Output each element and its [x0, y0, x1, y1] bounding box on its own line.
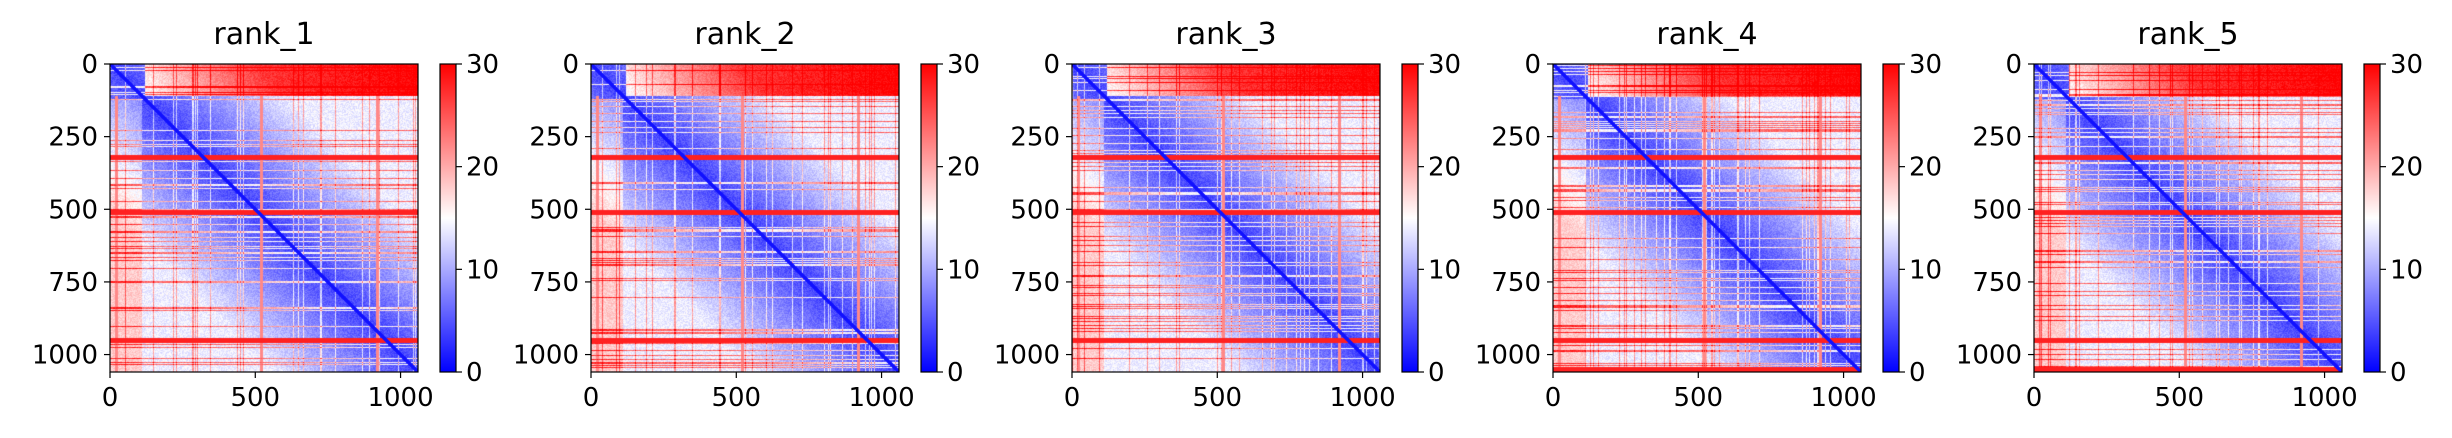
x-tick-label: 500 — [1673, 383, 1723, 413]
subplot-title: rank_2 — [694, 17, 795, 52]
plot-frame — [1071, 63, 1381, 373]
y-tick-label: 1000 — [513, 341, 579, 371]
colorbar-tick-label: 20 — [1428, 153, 1461, 183]
heatmap-image — [591, 64, 899, 372]
heatmap-image — [1553, 64, 1861, 372]
colorbar-tick-label: 10 — [466, 255, 499, 285]
colorbar — [439, 63, 457, 373]
colorbar-tick-label: 0 — [1428, 358, 1445, 388]
colorbar-tick-label: 20 — [1909, 153, 1942, 183]
colorbar — [1882, 63, 1900, 373]
y-tick-label: 750 — [48, 268, 98, 298]
colorbar-tick-label: 30 — [947, 50, 980, 80]
plot-frame — [2033, 63, 2343, 373]
y-tick-label: 1000 — [994, 341, 1060, 371]
colorbar-tick-label: 10 — [1428, 255, 1461, 285]
colorbar-tick-label: 30 — [1909, 50, 1942, 80]
subplot-title: rank_5 — [2137, 17, 2238, 52]
y-tick-label: 750 — [1972, 268, 2022, 298]
x-tick-label: 1000 — [848, 383, 914, 413]
colorbar-tick-label: 30 — [1428, 50, 1461, 80]
y-tick-label: 0 — [1524, 50, 1541, 80]
y-tick-label: 250 — [1010, 123, 1060, 153]
heatmap-image — [110, 64, 418, 372]
y-tick-label: 500 — [48, 195, 98, 225]
colorbar-tick-label: 0 — [947, 358, 964, 388]
colorbar-tick-label: 0 — [466, 358, 483, 388]
x-tick-label: 0 — [1064, 383, 1081, 413]
colorbar — [2363, 63, 2381, 373]
colorbar-tick-label: 10 — [1909, 255, 1942, 285]
colorbar-tick-label: 10 — [947, 255, 980, 285]
y-tick-label: 500 — [1972, 195, 2022, 225]
colorbar-tick-label: 10 — [2390, 255, 2423, 285]
subplot-title: rank_3 — [1175, 17, 1276, 52]
x-tick-label: 1000 — [2291, 383, 2357, 413]
x-tick-label: 500 — [230, 383, 280, 413]
x-tick-label: 0 — [2026, 383, 2043, 413]
y-tick-label: 250 — [1972, 123, 2022, 153]
colorbar-tick-label: 0 — [2390, 358, 2407, 388]
y-tick-label: 0 — [1043, 50, 1060, 80]
plot-frame — [590, 63, 900, 373]
heatmap-image — [2034, 64, 2342, 372]
x-tick-label: 1000 — [1329, 383, 1395, 413]
colorbar — [1401, 63, 1419, 373]
y-tick-label: 500 — [1010, 195, 1060, 225]
plot-frame — [1552, 63, 1862, 373]
y-tick-label: 500 — [1491, 195, 1541, 225]
x-tick-label: 500 — [2154, 383, 2204, 413]
colorbar-tick-label: 20 — [466, 153, 499, 183]
subplot-title: rank_1 — [213, 17, 314, 52]
colorbar-tick-label: 30 — [466, 50, 499, 80]
y-tick-label: 250 — [529, 123, 579, 153]
y-tick-label: 250 — [1491, 123, 1541, 153]
x-tick-label: 1000 — [1810, 383, 1876, 413]
heatmap-image — [1072, 64, 1380, 372]
subplot-title: rank_4 — [1656, 17, 1757, 52]
y-tick-label: 750 — [1491, 268, 1541, 298]
y-tick-label: 0 — [81, 50, 98, 80]
x-tick-label: 0 — [583, 383, 600, 413]
y-tick-label: 1000 — [1956, 341, 2022, 371]
colorbar-tick-label: 0 — [1909, 358, 1926, 388]
colorbar-tick-label: 20 — [2390, 153, 2423, 183]
y-tick-label: 750 — [529, 268, 579, 298]
y-tick-label: 1000 — [32, 341, 98, 371]
x-tick-label: 500 — [1192, 383, 1242, 413]
x-tick-label: 0 — [102, 383, 119, 413]
x-tick-label: 1000 — [367, 383, 433, 413]
colorbar-tick-label: 30 — [2390, 50, 2423, 80]
y-tick-label: 0 — [562, 50, 579, 80]
colorbar-tick-label: 20 — [947, 153, 980, 183]
plot-frame — [109, 63, 419, 373]
y-tick-label: 250 — [48, 123, 98, 153]
x-tick-label: 500 — [711, 383, 761, 413]
x-tick-label: 0 — [1545, 383, 1562, 413]
y-tick-label: 1000 — [1475, 341, 1541, 371]
colorbar — [920, 63, 938, 373]
y-tick-label: 0 — [2005, 50, 2022, 80]
y-tick-label: 500 — [529, 195, 579, 225]
y-tick-label: 750 — [1010, 268, 1060, 298]
